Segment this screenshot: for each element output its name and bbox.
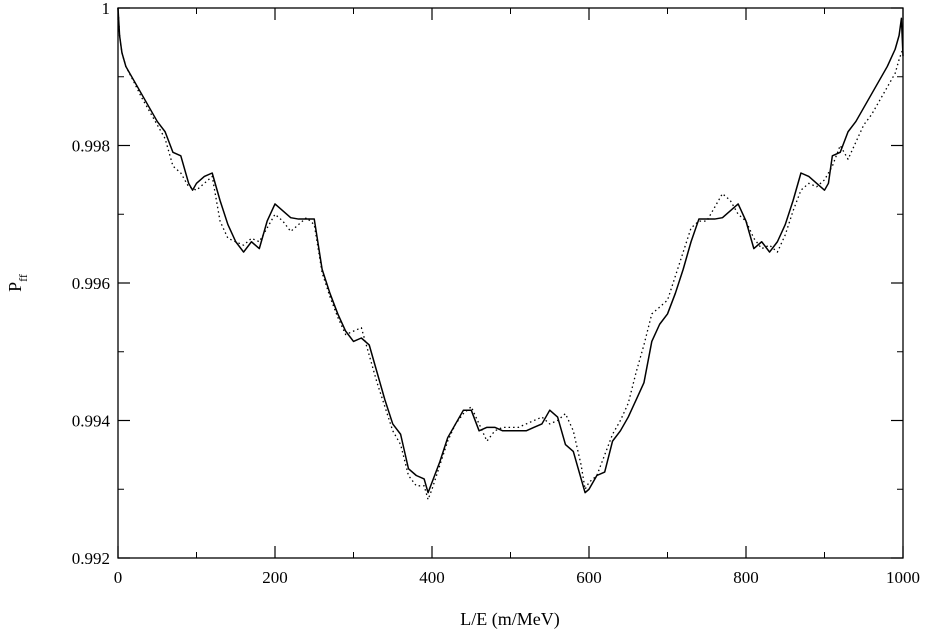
y-axis-title-subscript: ff — [16, 274, 30, 282]
x-axis-title: L/E (m/MeV) — [460, 609, 559, 630]
x-tick-label: 600 — [576, 568, 602, 587]
x-tick-label: 0 — [114, 568, 123, 587]
minor-ticks — [118, 8, 903, 558]
series-lines — [117, 7, 904, 501]
y-axis-title: Pff — [5, 274, 30, 292]
x-tick-label: 1000 — [886, 568, 920, 587]
plot-frame — [117, 7, 904, 559]
series-solid-line — [117, 7, 904, 494]
y-tick-labels: 0.992 0.994 0.996 0.998 1 — [72, 0, 111, 568]
y-tick-label: 0.992 — [72, 549, 110, 568]
series-dotted-line — [117, 7, 904, 501]
major-ticks — [117, 7, 904, 559]
y-tick-label: 0.994 — [72, 412, 111, 431]
x-tick-label: 400 — [419, 568, 445, 587]
x-tick-labels: 0 200 400 600 800 1000 — [114, 568, 920, 587]
y-tick-label: 0.996 — [72, 274, 110, 293]
y-axis-title-main: P — [5, 282, 25, 292]
y-tick-label: 0.998 — [72, 137, 110, 156]
y-tick-label: 1 — [102, 0, 111, 18]
x-tick-label: 200 — [262, 568, 288, 587]
x-tick-label: 800 — [733, 568, 759, 587]
